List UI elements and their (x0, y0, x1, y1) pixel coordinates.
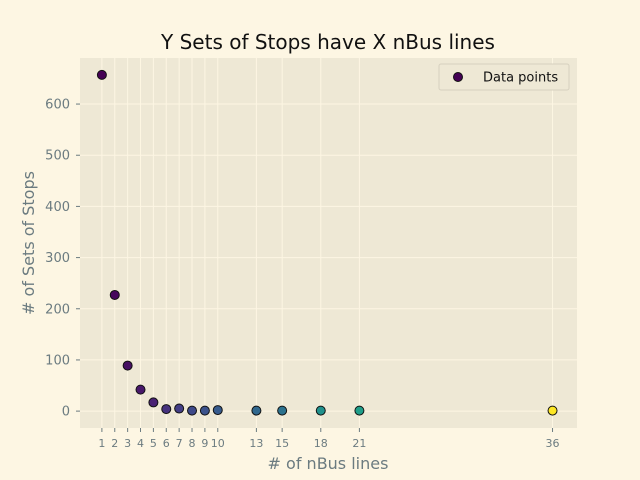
x-tick-label: 5 (150, 437, 157, 450)
y-tick-label: 200 (45, 302, 70, 317)
x-tick-label: 36 (546, 437, 560, 450)
chart-title: Y Sets of Stops have X nBus lines (160, 30, 495, 54)
y-tick-label: 400 (45, 200, 70, 215)
x-axis-label: # of nBus lines (268, 454, 389, 473)
plot-area (80, 58, 577, 428)
data-point (135, 384, 146, 395)
y-tick-label: 100 (45, 353, 70, 368)
x-tick-label: 10 (211, 437, 225, 450)
data-point (199, 405, 210, 416)
legend: Data points (438, 63, 570, 91)
x-tick-label: 3 (124, 437, 131, 450)
x-tick-label: 7 (176, 437, 183, 450)
data-point (174, 403, 185, 414)
data-point (277, 405, 288, 416)
x-tick-label: 4 (137, 437, 144, 450)
data-point (96, 69, 107, 80)
data-point (161, 404, 172, 415)
data-point (354, 405, 365, 416)
x-tick-label: 15 (275, 437, 289, 450)
data-point (251, 405, 262, 416)
x-tick-label: 21 (352, 437, 366, 450)
data-point (122, 360, 133, 371)
y-tick-label: 600 (45, 98, 70, 113)
axis-ticks: 0 100 200 300 400 500 600 1 2 3 4 5 6 7 8 9 10 13 15 18 21 36 (45, 98, 559, 450)
x-tick-label: 18 (314, 437, 328, 450)
data-point (315, 405, 326, 416)
data-point (212, 405, 223, 416)
y-tick-label: 0 (62, 405, 70, 420)
y-tick-label: 500 (45, 149, 70, 164)
data-point (109, 289, 120, 300)
legend-box (438, 63, 570, 91)
data-point (547, 405, 558, 416)
x-tick-label: 8 (189, 437, 196, 450)
x-tick-label: 2 (111, 437, 118, 450)
x-tick-label: 6 (163, 437, 170, 450)
x-tick-label: 9 (201, 437, 208, 450)
grid-lines (80, 58, 577, 428)
legend-label: Data points (483, 71, 558, 86)
x-tick-label: 1 (98, 437, 105, 450)
y-tick-label: 300 (45, 251, 70, 266)
y-axis-label: # of Sets of Stops (19, 171, 38, 315)
data-points (96, 69, 558, 416)
data-point (187, 405, 198, 416)
data-point (148, 397, 159, 408)
x-tick-label: 13 (249, 437, 263, 450)
legend-marker (453, 72, 463, 82)
